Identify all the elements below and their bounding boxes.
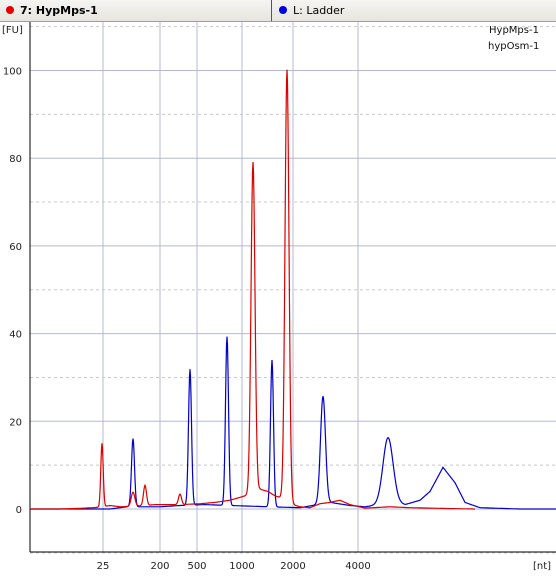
x-tick-label: 4000: [345, 561, 370, 572]
x-tick-labels: 25 200 500 1000 2000 4000: [97, 561, 371, 572]
horizontal-gridlines: [30, 26, 556, 554]
x-tick-label: 500: [187, 561, 206, 572]
x-tick-label: 200: [150, 561, 169, 572]
electropherogram-chart: [FU] [nt] 0 20 40 60 80 100 25 200 500 1000 2000 4…: [0, 22, 556, 586]
tab-ladder[interactable]: L: Ladder: [273, 0, 556, 21]
x-tick-label: 1000: [229, 561, 254, 572]
legend-entry-2: hypOsm-1: [488, 41, 539, 52]
series-layer: [30, 69, 556, 510]
y-tick-label: 100: [3, 67, 22, 78]
tab-ladder-label: L: Ladder: [293, 4, 345, 17]
y-tick-label: 0: [16, 505, 22, 516]
y-tick-label: 60: [9, 242, 22, 253]
red-dot-icon: [6, 6, 14, 14]
x-axis-label: [nt]: [533, 561, 551, 572]
tab-sample-label: 7: HypMps-1: [20, 4, 98, 17]
blue-dot-icon: [279, 6, 287, 14]
legend-entry-1: HypMps-1: [489, 25, 539, 36]
y-tick-label: 80: [9, 154, 22, 165]
x-tick-label: 2000: [280, 561, 305, 572]
chart-background: [0, 22, 556, 586]
x-tick-label: 25: [97, 561, 110, 572]
y-tick-labels: 0 20 40 60 80 100: [3, 67, 22, 517]
y-tick-label: 20: [9, 417, 22, 428]
y-axis-label: [FU]: [2, 25, 23, 36]
series-line-1: [30, 69, 475, 510]
y-tick-label: 40: [9, 330, 22, 341]
tab-sample[interactable]: 7: HypMps-1: [0, 0, 272, 21]
tab-bar: 7: HypMps-1 L: Ladder: [0, 0, 556, 22]
